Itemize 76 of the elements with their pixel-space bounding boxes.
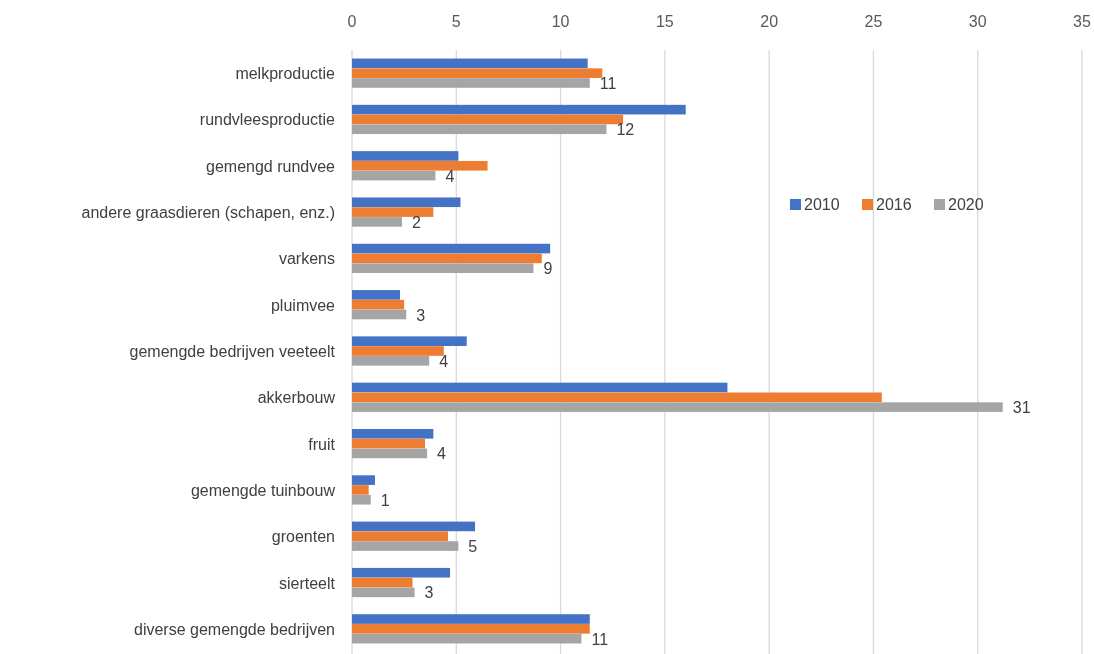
y-tick-label: melkproductie bbox=[235, 65, 336, 83]
data-label: 5 bbox=[468, 538, 478, 556]
bar bbox=[352, 197, 461, 208]
y-tick-label: sierteelt bbox=[278, 574, 336, 592]
bar bbox=[352, 521, 476, 532]
data-label: 3 bbox=[416, 306, 426, 324]
x-tick-label: 5 bbox=[451, 13, 461, 30]
bar bbox=[352, 485, 369, 495]
data-label: 9 bbox=[543, 260, 553, 278]
bar bbox=[352, 68, 603, 78]
bar bbox=[352, 614, 590, 624]
data-label: 3 bbox=[424, 584, 434, 602]
bar bbox=[352, 151, 459, 161]
bar bbox=[352, 587, 415, 598]
y-tick-label: rundvleesproductie bbox=[199, 111, 336, 129]
bar bbox=[352, 217, 403, 227]
bar bbox=[352, 263, 534, 274]
data-label: 31 bbox=[1012, 399, 1031, 417]
bar bbox=[352, 624, 590, 634]
bar bbox=[352, 494, 371, 505]
legend-label: 2010 bbox=[804, 196, 840, 213]
bar bbox=[352, 448, 428, 459]
bar bbox=[352, 356, 430, 366]
bar bbox=[352, 58, 588, 69]
bar bbox=[352, 114, 624, 125]
x-tick-label: 30 bbox=[968, 13, 987, 30]
y-tick-label: diverse gemengde bedrijven bbox=[133, 620, 335, 638]
x-tick-label: 0 bbox=[347, 13, 357, 30]
bar bbox=[352, 104, 686, 115]
data-label: 11 bbox=[591, 630, 609, 648]
bar bbox=[352, 253, 542, 264]
y-tick-label: andere graasdieren (schapen, enz.) bbox=[81, 204, 335, 222]
bar bbox=[352, 475, 375, 485]
data-label: 2 bbox=[412, 213, 422, 231]
x-tick-label: 15 bbox=[655, 13, 674, 30]
bar bbox=[352, 170, 436, 181]
x-tick-label: 20 bbox=[760, 13, 779, 30]
data-label: 4 bbox=[439, 352, 449, 370]
legend-label: 2016 bbox=[876, 196, 912, 213]
bar bbox=[352, 428, 434, 439]
y-tick-label: gemengde bedrijven veeteelt bbox=[129, 343, 336, 360]
bar bbox=[352, 402, 1003, 412]
data-label: 4 bbox=[445, 167, 455, 185]
bar bbox=[352, 541, 459, 551]
data-label: 1 bbox=[380, 491, 390, 509]
bar bbox=[352, 633, 582, 644]
y-tick-label: groenten bbox=[271, 528, 335, 546]
y-tick-label: pluimvee bbox=[270, 296, 336, 314]
bar bbox=[352, 346, 444, 356]
bar bbox=[352, 392, 882, 403]
bar bbox=[352, 243, 551, 254]
bar bbox=[352, 290, 400, 300]
y-tick-label: akkerbouw bbox=[257, 389, 336, 407]
data-label: 11 bbox=[599, 74, 617, 92]
y-tick-label: gemengde tuinbouw bbox=[190, 481, 336, 499]
y-tick-label: fruit bbox=[308, 435, 336, 453]
legend-label: 2020 bbox=[948, 196, 984, 213]
x-tick-label: 35 bbox=[1073, 13, 1091, 30]
bar bbox=[352, 207, 434, 217]
bar bbox=[352, 336, 467, 346]
bar bbox=[352, 567, 451, 578]
bar bbox=[352, 438, 425, 449]
bar bbox=[352, 577, 413, 588]
data-label: 12 bbox=[616, 121, 635, 139]
bar bbox=[352, 124, 607, 135]
x-tick-label: 10 bbox=[551, 13, 570, 30]
y-tick-label: varkens bbox=[278, 250, 335, 268]
bar bbox=[352, 160, 488, 171]
data-label: 4 bbox=[437, 445, 447, 463]
y-tick-label: gemengd rundvee bbox=[206, 157, 336, 175]
bar bbox=[352, 299, 405, 310]
bar bbox=[352, 531, 448, 542]
bar bbox=[352, 78, 590, 88]
bar bbox=[352, 309, 407, 320]
bar bbox=[352, 382, 728, 393]
x-tick-label: 25 bbox=[864, 13, 883, 30]
